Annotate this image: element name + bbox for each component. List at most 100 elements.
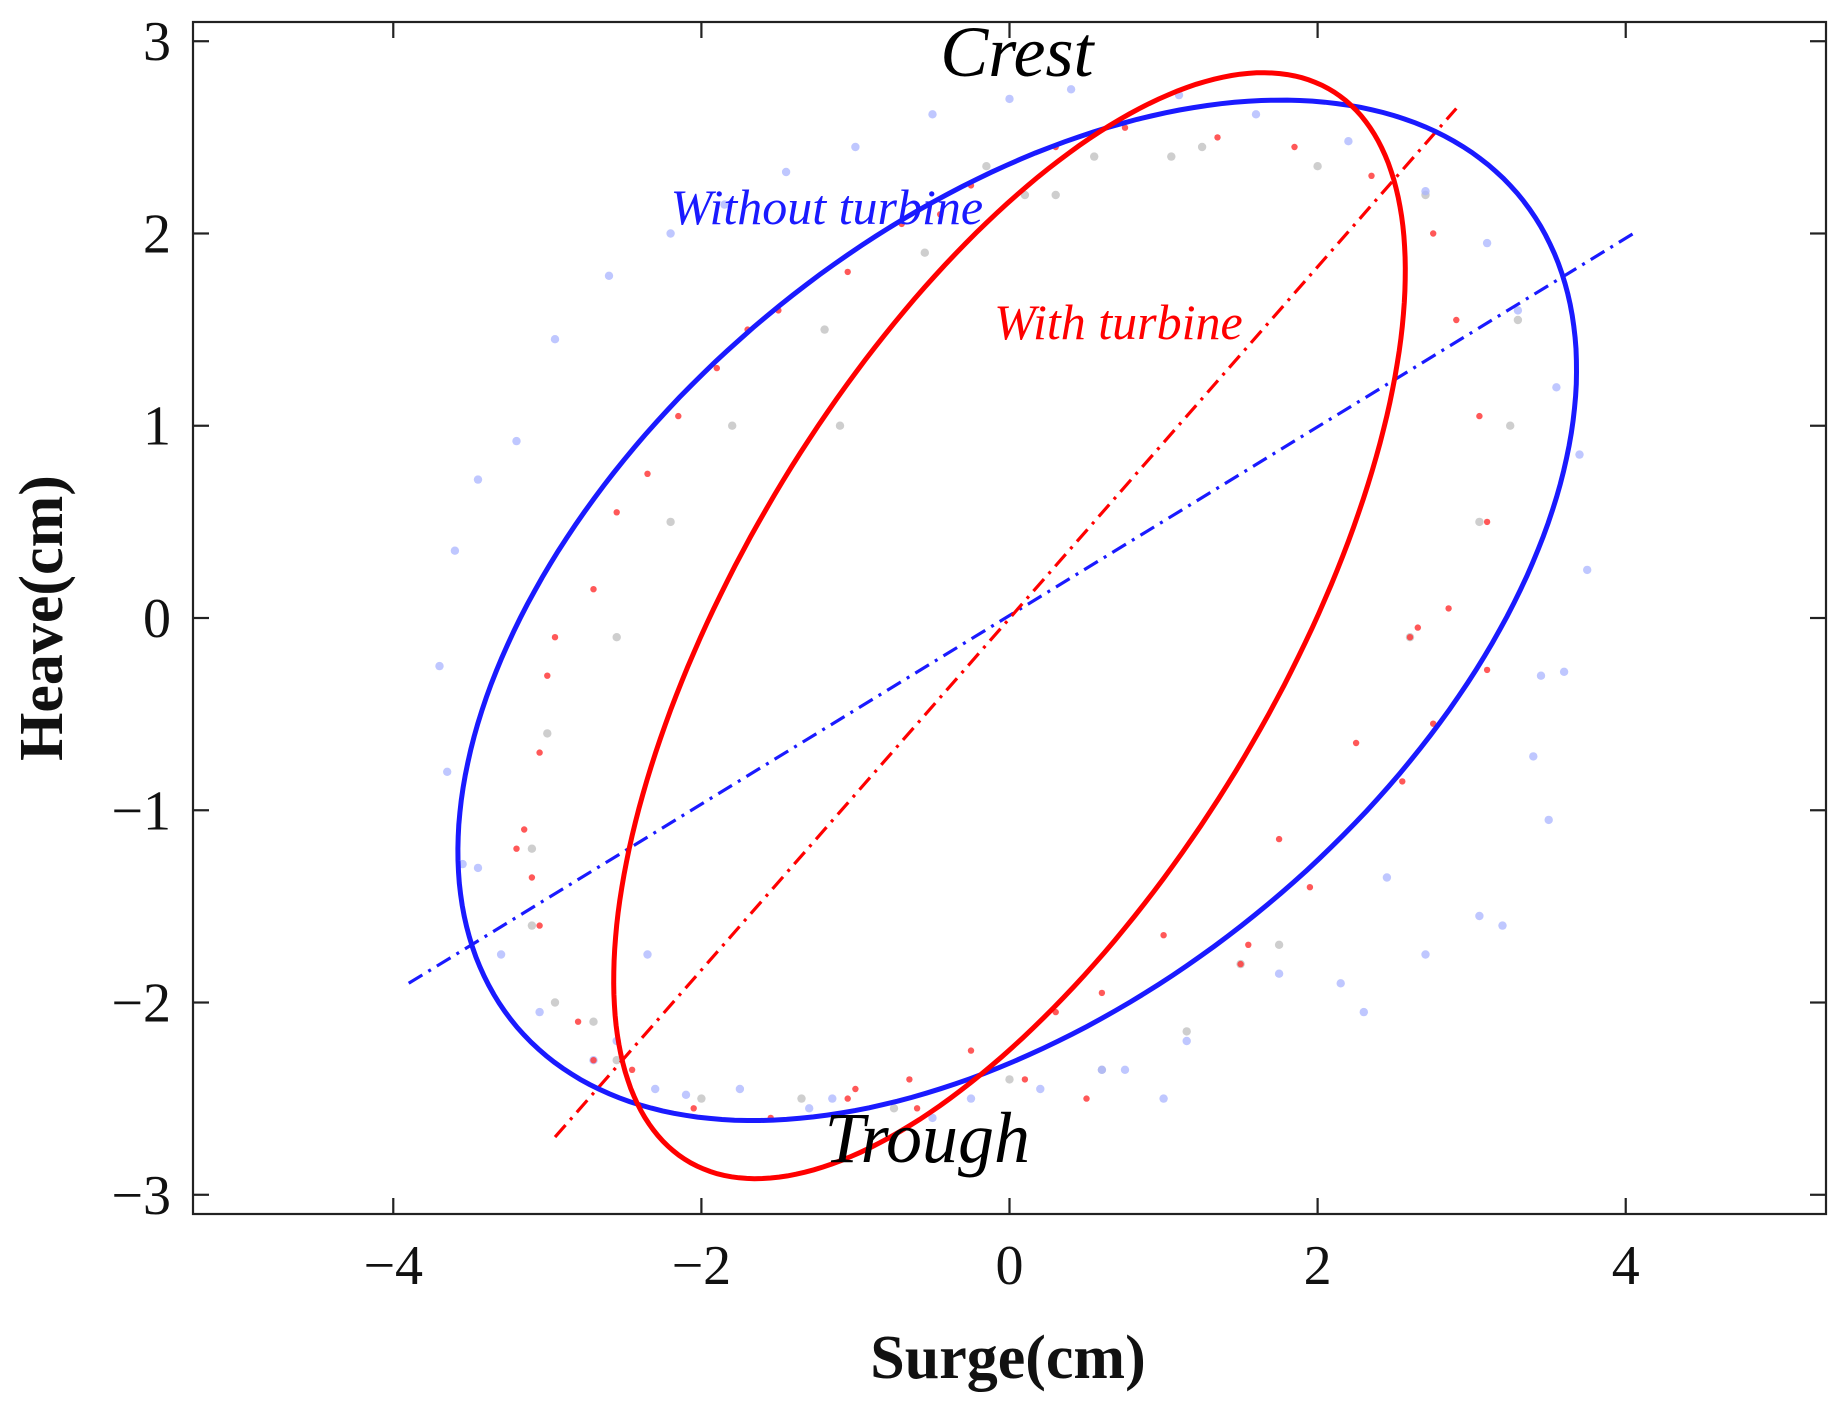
annotation-with-turbine: With turbine	[994, 294, 1243, 350]
scatter-point	[550, 998, 560, 1007]
scatter-point	[1575, 450, 1584, 459]
scatter-point	[1430, 230, 1437, 237]
scatter-point	[1368, 172, 1375, 179]
scatter-point	[1513, 315, 1523, 325]
scatter-point	[1336, 979, 1345, 988]
annotation-without-turbine: Without turbine	[671, 179, 984, 235]
scatter-point	[937, 211, 944, 218]
scatter-point	[681, 1090, 691, 1100]
scatter-point	[512, 436, 521, 446]
scatter-point	[527, 844, 537, 853]
scatter-point	[1098, 989, 1106, 997]
scatter-point	[1382, 873, 1392, 882]
scatter-point	[1306, 884, 1314, 891]
scatter-point	[1453, 316, 1460, 324]
with-turbine-principal-axis	[553, 107, 1458, 1139]
scatter-point	[1513, 306, 1523, 315]
scatter-point	[1160, 932, 1167, 939]
scatter-point	[612, 1056, 621, 1065]
scatter-point	[675, 412, 682, 420]
scatter-point	[443, 767, 452, 776]
with-turbine-ellipse	[611, 70, 1408, 1182]
scatter-point	[735, 1084, 745, 1094]
scatter-point	[1344, 137, 1353, 146]
scatter-point	[1414, 624, 1422, 631]
x-tick-label: −4	[363, 1235, 423, 1297]
scatter-point	[906, 1076, 913, 1083]
scatter-point	[612, 633, 621, 642]
scatter-point	[651, 1084, 660, 1094]
scatter-point	[1483, 518, 1491, 526]
y-tick-label: 3	[143, 11, 171, 73]
scatter-point	[1275, 835, 1283, 843]
scatter-point	[1274, 940, 1284, 949]
scatter-point	[690, 1105, 697, 1112]
scatter-point	[1482, 238, 1492, 248]
scatter-point	[1506, 421, 1515, 430]
scatter-point	[544, 672, 551, 679]
scatter-point	[928, 110, 937, 119]
scatter-point	[550, 335, 560, 344]
scatter-point	[1475, 911, 1484, 921]
x-tick-label: −2	[672, 1235, 732, 1297]
scatter-point	[1559, 667, 1569, 676]
scatter-point	[1406, 634, 1414, 641]
scatter-point	[1083, 1095, 1090, 1102]
scatter-point	[1182, 1027, 1191, 1036]
scatter-point	[1313, 162, 1322, 171]
scatter-point	[1036, 1084, 1045, 1094]
axes: −4 −2 0 2 4 −3 −2 −1 0 1 2 3 Crest Without turbine Wit…	[111, 11, 1826, 1297]
scatter-point	[551, 634, 559, 641]
scatter-point	[1005, 94, 1014, 104]
scatter-point	[528, 874, 536, 881]
scatter-point	[1536, 671, 1546, 680]
y-tick-label: 2	[143, 203, 171, 265]
x-tick-label: 4	[1612, 1235, 1640, 1297]
scatter-point	[1359, 1007, 1369, 1017]
scatter-point	[797, 1094, 806, 1103]
scatter-point	[1251, 110, 1261, 119]
scatter-point	[1167, 152, 1176, 161]
y-tick-label: −3	[111, 1165, 171, 1227]
scatter-point	[644, 470, 651, 477]
plot-area	[407, 70, 1635, 1182]
scatter-point	[1021, 1076, 1029, 1083]
y-tick-label: −1	[111, 780, 171, 842]
scatter-point	[604, 271, 614, 280]
scatter-point	[820, 325, 829, 334]
scatter-point	[543, 729, 552, 738]
scatter-point	[536, 749, 543, 756]
scatter-point	[835, 421, 845, 430]
scatter-point	[1197, 142, 1207, 152]
scatter-point	[613, 509, 620, 516]
without-turbine-principal-axis	[407, 232, 1635, 985]
scatter-point	[889, 1104, 899, 1113]
scatter-point	[666, 517, 675, 527]
scatter-point	[535, 1007, 544, 1017]
scatter-point	[590, 586, 597, 593]
x-axis-title: Surge(cm)	[870, 1324, 1145, 1392]
scatter-point	[851, 142, 860, 152]
scatter-point	[713, 364, 720, 372]
scatter-point	[828, 1094, 837, 1103]
scatter-point	[1529, 752, 1538, 761]
scatter-point	[913, 1105, 921, 1112]
without-turbine-ellipse	[455, 97, 1580, 1123]
scatter-point	[521, 826, 528, 833]
scatter-point	[527, 921, 537, 930]
x-tick-label: 2	[1304, 1235, 1332, 1297]
scatter-point	[1552, 383, 1561, 392]
scatter-point	[1352, 739, 1360, 747]
scatter-point	[1182, 1036, 1191, 1046]
scatter-point	[1475, 517, 1484, 527]
scatter-point	[697, 1094, 706, 1103]
annotation-trough: Trough	[825, 1098, 1030, 1178]
scatter-point	[1421, 187, 1430, 196]
scatter-point	[666, 229, 675, 238]
scatter-point	[920, 248, 929, 257]
scatter-point	[450, 546, 460, 555]
scatter-point	[643, 950, 652, 959]
scatter-point	[1583, 565, 1592, 575]
scatter-point	[1245, 941, 1252, 948]
